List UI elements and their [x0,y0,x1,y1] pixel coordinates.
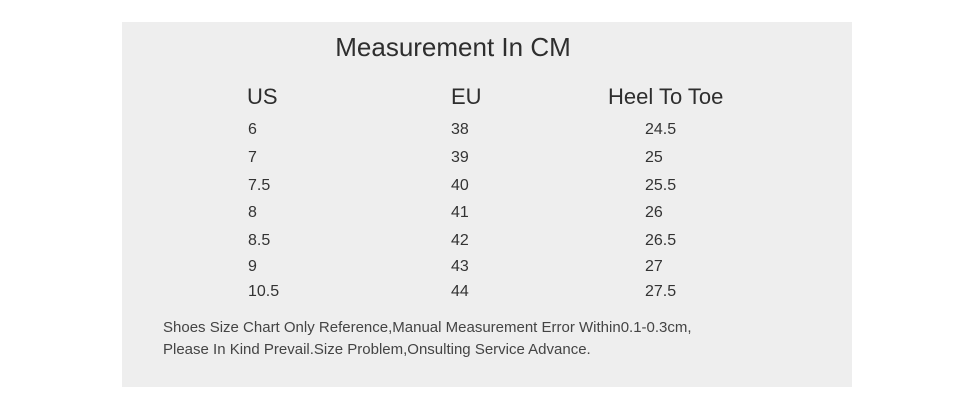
table-cell: 7.5 [248,177,271,194]
table-cell: 9 [248,258,257,275]
table-cell: 40 [451,177,469,194]
table-cell: 25 [645,149,663,166]
table-cell: 27 [645,258,663,275]
table-cell: 6 [248,121,257,138]
table-cell: 27.5 [645,283,677,300]
table-cell: 41 [451,204,469,221]
note-line: Please In Kind Prevail.Size Problem,Onsu… [163,341,591,358]
table-cell: 8.5 [248,232,271,249]
table-cell: 38 [451,121,469,138]
size-chart-panel: Measurement In CM US EU Heel To Toe 6 38 24.5… [122,22,852,387]
table-cell: 10.5 [248,283,280,300]
note-line: Shoes Size Chart Only Reference,Manual M… [163,319,692,336]
column-header: EU [451,84,482,109]
table-cell: 44 [451,283,469,300]
table-cell: 42 [451,232,469,249]
table-cell: 8 [248,204,257,221]
table-cell: 7 [248,149,257,166]
table-cell: 26.5 [645,232,677,249]
column-header: US [247,84,278,109]
table-cell: 39 [451,149,469,166]
title: Measurement In CM [335,32,571,62]
table-cell: 25.5 [645,177,677,194]
table-cell: 24.5 [645,121,677,138]
table-cell: 26 [645,204,663,221]
table-cell: 43 [451,258,469,275]
column-header: Heel To Toe [608,84,724,109]
